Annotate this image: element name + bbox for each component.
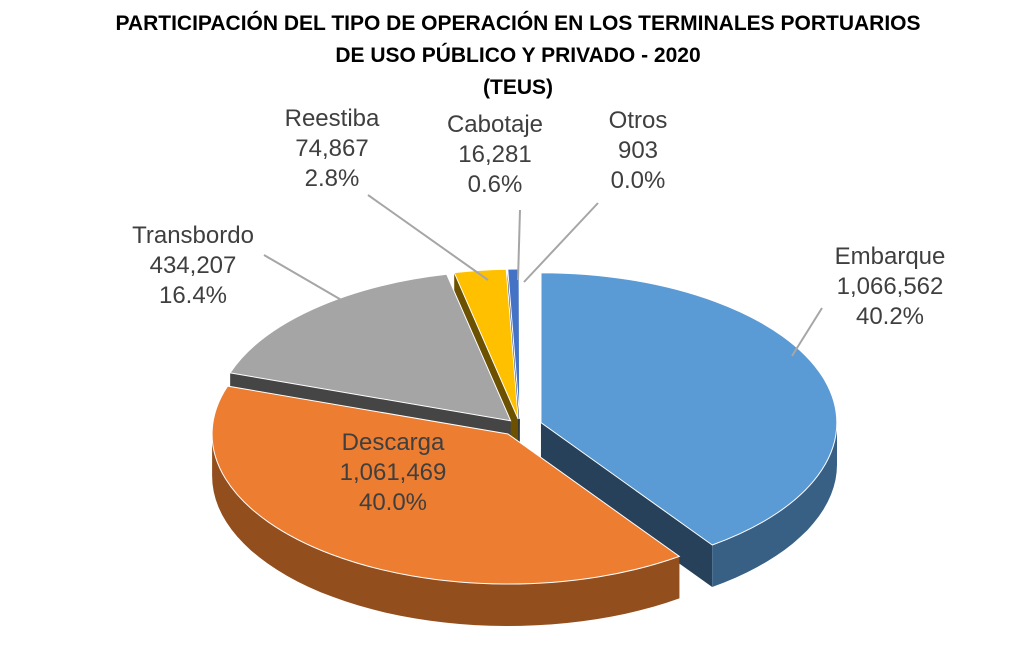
slice-otros	[518, 268, 521, 420]
data-label-descarga-name: Descarga	[342, 429, 445, 456]
data-label-cabotaje-value: 16,281	[458, 141, 531, 168]
leader-line-otros	[523, 202, 599, 283]
data-label-transbordo-name: Transbordo	[132, 222, 254, 249]
data-label-cabotaje-percent: 0.6%	[468, 171, 523, 198]
slice-cut-embarque-1	[540, 422, 713, 588]
leader-line-transbordo	[263, 254, 351, 306]
data-label-descarga-percent: 40.0%	[359, 489, 427, 516]
data-label-otros-percent: 0.0%	[611, 167, 666, 194]
data-label-reestiba-percent: 2.8%	[305, 165, 360, 192]
data-label-otros-name: Otros	[609, 107, 668, 134]
data-label-reestiba-value: 74,867	[295, 135, 368, 162]
slice-transbordo	[229, 273, 512, 422]
data-label-transbordo-percent: 16.4%	[159, 282, 227, 309]
leader-line-reestiba	[367, 194, 489, 281]
data-label-cabotaje-name: Cabotaje	[447, 111, 543, 138]
data-label-transbordo-value: 434,207	[150, 252, 237, 279]
slice-side-embarque	[712, 422, 837, 587]
chart-title-line-2: DE USO PÚBLICO Y PRIVADO - 2020	[335, 44, 701, 67]
leader-line-cabotaje	[517, 209, 521, 281]
slice-embarque	[540, 272, 838, 546]
data-label-embarque-value: 1,066,562	[837, 273, 944, 300]
chart-title: PARTICIPACIÓN DEL TIPO DE OPERACIÓN EN L…	[0, 8, 1036, 104]
data-label-embarque-percent: 40.2%	[856, 303, 924, 330]
chart-title-line-1: PARTICIPACIÓN DEL TIPO DE OPERACIÓN EN L…	[115, 12, 921, 35]
slice-reestiba	[453, 268, 519, 420]
data-label-descarga-value: 1,061,469	[340, 459, 447, 486]
data-label-otros-value: 903	[618, 137, 658, 164]
chart-title-line-3: (TEUS)	[483, 76, 553, 99]
slice-side-descarga	[212, 434, 680, 626]
leader-line-embarque	[791, 307, 823, 357]
data-label-embarque-name: Embarque	[835, 243, 946, 270]
slice-descarga	[211, 385, 681, 585]
data-label-reestiba-name: Reestiba	[285, 105, 380, 132]
